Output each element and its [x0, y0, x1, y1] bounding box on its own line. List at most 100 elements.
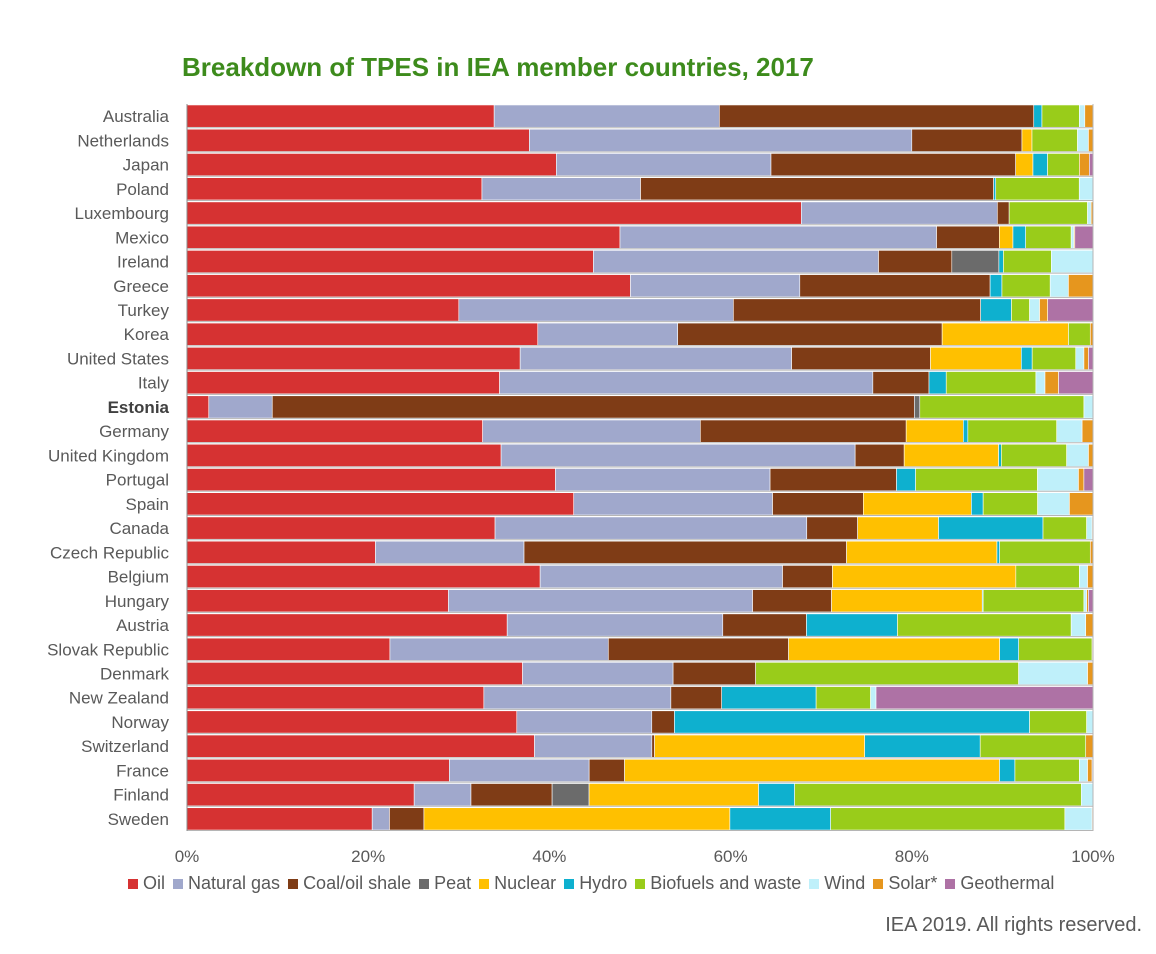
bar-segment	[772, 492, 864, 516]
bar-segment	[806, 516, 858, 540]
bar-segment	[999, 225, 1014, 249]
bar-segment	[875, 686, 1094, 710]
bar-segment	[1021, 128, 1033, 152]
bar-segment	[1001, 274, 1051, 298]
bar-segment	[619, 225, 937, 249]
bar-segment	[980, 298, 1012, 322]
bar-segment	[854, 443, 905, 467]
bar-segment	[870, 686, 877, 710]
bar-segment	[794, 783, 1082, 807]
bar-segment	[1070, 225, 1075, 249]
bar-segment	[1079, 153, 1090, 177]
bar-segment	[1020, 347, 1033, 370]
bar-segment	[1078, 468, 1085, 492]
bar-segment	[1037, 492, 1070, 516]
bar-segment	[449, 758, 590, 782]
bar-segment	[1079, 565, 1088, 588]
category-label: Hungary	[105, 592, 170, 611]
bar-segment	[573, 492, 773, 516]
bar-segment	[722, 613, 807, 637]
bar-segment	[1042, 516, 1087, 540]
bar-segment	[832, 565, 1017, 588]
bar-segment	[556, 153, 772, 177]
legend-label: Hydro	[579, 873, 628, 893]
bar-segment	[995, 177, 1080, 201]
category-label: New Zealand	[69, 689, 169, 708]
bar-segment	[1088, 347, 1094, 370]
bar-segment	[857, 516, 939, 540]
bar-segment	[941, 322, 1069, 346]
bar-segment	[782, 565, 833, 588]
legend-swatch	[288, 878, 299, 889]
bar-segment	[481, 177, 641, 201]
bar-segment	[1087, 201, 1092, 225]
bar-segment	[1012, 225, 1026, 249]
bar-segment	[1039, 298, 1049, 322]
bar-segment	[1032, 153, 1048, 177]
bar-segment	[999, 540, 1091, 564]
legend-swatch	[479, 878, 490, 889]
bar-segment	[770, 153, 1016, 177]
bar-segment	[758, 783, 795, 807]
chart-title: Breakdown of TPES in IEA member countrie…	[182, 52, 814, 82]
bar-segment	[555, 468, 771, 492]
bar-segment	[494, 516, 808, 540]
bar-segment	[186, 347, 521, 370]
bar-segment	[186, 250, 594, 273]
bar-segment	[998, 250, 1004, 273]
bar-segment	[700, 419, 907, 443]
legend-item: Geothermal	[945, 873, 1054, 894]
legend-label: Biofuels and waste	[650, 873, 802, 893]
legend-item: Solar*	[873, 873, 937, 894]
bar-segment	[371, 807, 390, 831]
bar-segment	[1025, 225, 1072, 249]
bar-segment	[996, 540, 1000, 564]
legend-swatch	[564, 878, 575, 889]
category-label: Italy	[138, 374, 170, 393]
bar-segment	[1087, 758, 1093, 782]
bar-segment	[938, 516, 1044, 540]
bar-segment	[1033, 104, 1043, 128]
bar-segment	[186, 225, 621, 249]
category-label: Luxembourg	[74, 204, 169, 223]
bar-segment	[979, 734, 1087, 758]
legend-item: Oil	[128, 873, 165, 894]
bar-segment	[1035, 371, 1046, 395]
legend-swatch	[809, 878, 820, 889]
category-label: Netherlands	[77, 131, 169, 150]
bar-segment	[755, 662, 1019, 685]
bar-segment	[919, 395, 1085, 419]
bar-segment	[186, 128, 530, 152]
bar-segment	[413, 783, 472, 807]
bar-segment	[1086, 516, 1093, 540]
bar-segment	[640, 177, 994, 201]
bar-segment	[1047, 298, 1094, 322]
bar-segment	[186, 443, 502, 467]
bar-segment	[1049, 274, 1069, 298]
category-label: Switzerland	[81, 737, 169, 756]
x-axis: 0% 20% 40% 60% 80% 100%	[175, 104, 1115, 866]
category-labels: Australia Netherlands Japan Poland Luxembour…	[47, 107, 169, 829]
bar-segment	[1083, 468, 1094, 492]
bar-segment	[996, 201, 1010, 225]
category-label: France	[116, 761, 169, 780]
bar-segment	[963, 419, 969, 443]
bar-segment	[186, 322, 539, 346]
bar-segment	[1058, 371, 1094, 395]
bar-segment	[1037, 468, 1079, 492]
bar-segment	[651, 710, 675, 734]
bar-segment	[1018, 662, 1088, 685]
bar-segment	[493, 104, 720, 128]
bar-segment	[1031, 347, 1077, 370]
legend-item: Biofuels and waste	[635, 873, 801, 894]
bar-segment	[1011, 298, 1030, 322]
bar-segment	[186, 662, 523, 685]
bar-segment	[799, 274, 991, 298]
bar-segment	[186, 492, 575, 516]
bar-segment	[1014, 758, 1080, 782]
category-label: Spain	[126, 495, 169, 514]
bars-layer	[186, 104, 1094, 832]
bar-segment	[1068, 274, 1094, 298]
bar-segment	[791, 347, 931, 370]
legend-swatch	[635, 878, 646, 889]
